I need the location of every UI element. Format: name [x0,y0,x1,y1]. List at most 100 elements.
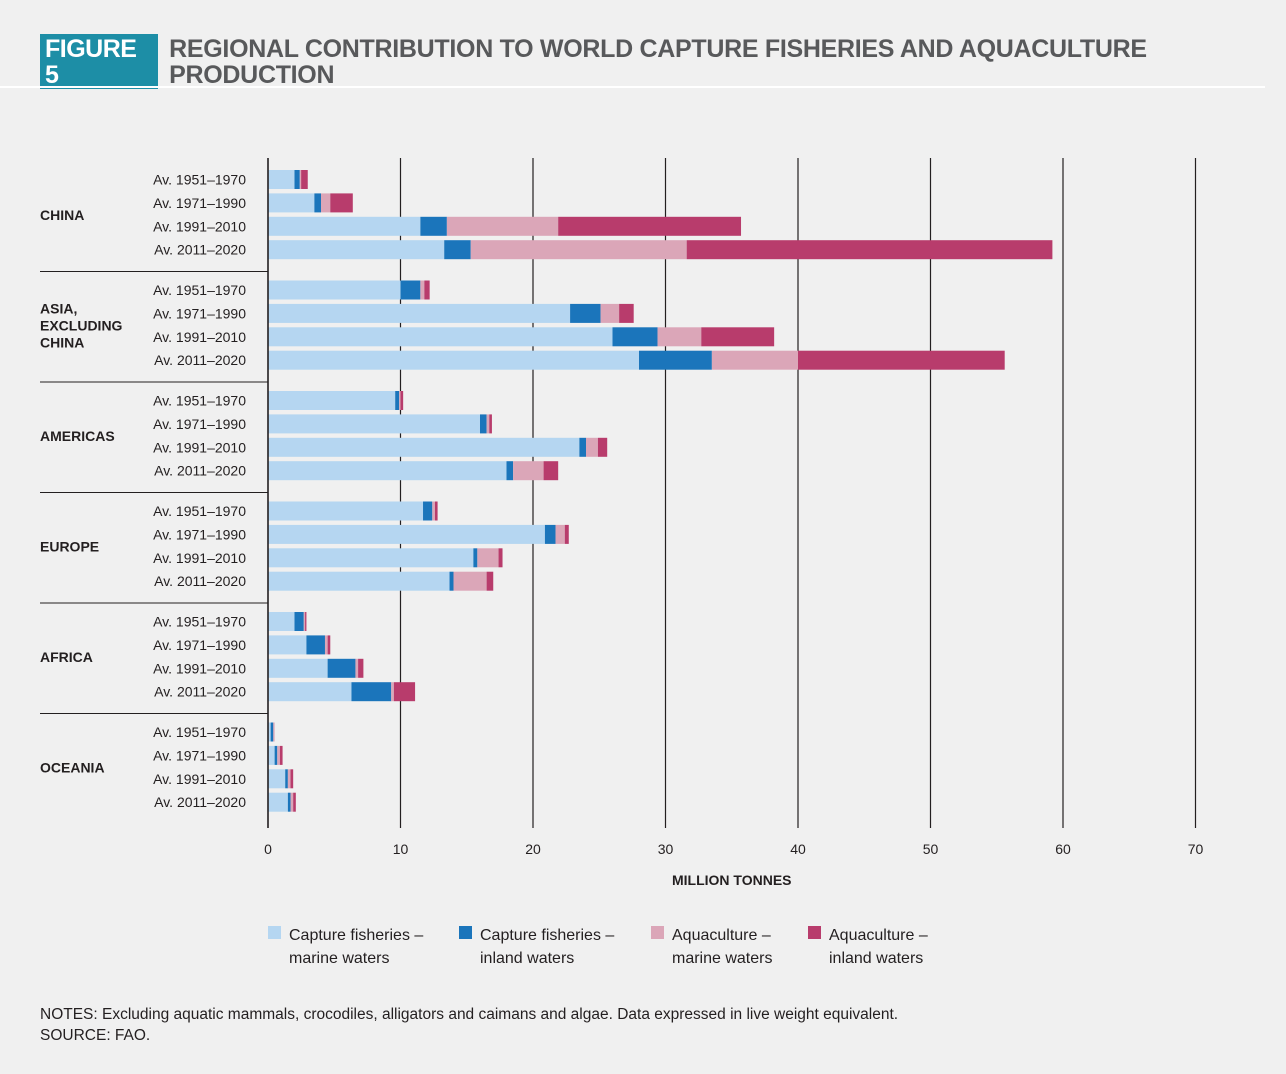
region-label: EUROPE [40,538,99,554]
bar-segment-capture-inland [306,635,325,655]
period-label: Av. 1971–1990 [153,747,246,763]
bar-segment-aquaculture-marine [420,280,425,300]
x-tick-label: 40 [790,841,806,857]
bar-segment-aquaculture-marine [273,722,275,742]
bar-segment-capture-inland [579,437,586,457]
bar-segment-aquaculture-inland [290,769,294,789]
bar-segment-aquaculture-marine [470,240,687,260]
bar-segment-aquaculture-inland [301,170,308,189]
period-label: Av. 1951–1970 [153,172,246,188]
bar-segment-capture-inland [449,571,454,591]
bar-segment-capture-marine [268,327,613,347]
bar-segment-aquaculture-marine [486,414,490,434]
bar-segment-aquaculture-marine [355,658,359,678]
bar-segment-capture-inland [274,745,278,765]
chart-notes: NOTES: Excluding aquatic mammals, crocod… [40,1004,898,1046]
period-label: Av. 2011–2020 [154,463,246,479]
bar-segment-aquaculture-inland [686,240,1053,260]
bar-segment-capture-marine [268,216,421,236]
bar-segment-aquaculture-inland [279,745,283,765]
bar-segment-aquaculture-inland [293,792,296,812]
period-label: Av. 1971–1990 [153,526,246,542]
legend-swatch-capture-inland [459,926,472,939]
bar-segment-capture-inland [639,350,712,370]
bar-segment-aquaculture-marine [324,635,328,655]
legend-label-aquaculture-inland: Aquaculture – inland waters [829,927,928,967]
bar-segment-aquaculture-marine [446,216,559,236]
x-tick-label: 70 [1188,841,1204,857]
legend-label-capture-inland: Capture fisheries – inland waters [480,927,615,967]
period-label: Av. 1991–2010 [153,771,246,787]
bar-segment-capture-marine [268,658,328,678]
period-label: Av. 1951–1970 [153,503,246,519]
figure-header: FIGURE 5 REGIONAL CONTRIBUTION TO WORLD … [40,34,1286,89]
period-label: Av. 1991–2010 [153,439,246,455]
bar-segment-aquaculture-inland [400,391,404,410]
bar-segment-capture-inland [420,216,447,236]
bar-segment-capture-marine [268,524,545,544]
legend-swatch-capture-marine [268,926,281,939]
bar-segment-aquaculture-marine [391,682,394,702]
bar-segment-capture-inland [294,612,304,631]
bar-segment-capture-marine [268,303,571,323]
bar-segment-aquaculture-marine [555,524,565,544]
bar-segment-aquaculture-marine [600,303,620,323]
bar-segment-capture-marine [268,745,275,765]
figure-title: REGIONAL CONTRIBUTION TO WORLD CAPTURE F… [169,34,1147,89]
bar-segment-capture-inland [480,414,487,434]
bar-segment-capture-marine [268,193,315,213]
period-label: Av. 1971–1990 [153,637,246,653]
period-label: Av. 2011–2020 [154,352,246,368]
stacked-bar-chart: 0 10 20 30 40 50 60 70 MILLION TONNES CHINA Av. 19… [40,158,1204,888]
bar-segment-aquaculture-marine [432,501,435,521]
bar-segment-aquaculture-inland [619,303,634,323]
bar-segment-capture-marine [268,635,307,655]
bar-segment-aquaculture-inland [305,612,307,631]
bar-segment-capture-inland [351,682,392,702]
bar-segment-capture-marine [268,391,396,410]
period-label: Av. 1971–1990 [153,416,246,432]
bar-segment-capture-inland [570,303,601,323]
bar-segment-capture-inland [506,461,514,481]
period-label: Av. 1951–1970 [153,614,246,630]
bar-segment-aquaculture-inland [564,524,569,544]
bar-segment-aquaculture-inland [358,658,364,678]
region-label: AFRICA [40,649,93,665]
bar-segment-capture-marine [268,170,295,189]
bar-segment-aquaculture-marine [321,193,331,213]
bar-segment-aquaculture-inland [543,461,559,481]
bar-segment-aquaculture-marine [303,612,306,631]
bar-segment-capture-inland [327,658,356,678]
bar-segment-capture-marine [268,414,480,434]
legend-label-aquaculture-marine: Aquaculture – marine waters [672,927,773,967]
region-label: ASIA, EXCLUDING CHINA [40,300,123,350]
bar-segment-capture-inland [444,240,471,260]
bar-segment-capture-inland [544,524,556,544]
period-label: Av. 1971–1990 [153,305,246,321]
bar-segment-capture-marine [268,548,474,568]
period-label: Av. 2011–2020 [154,573,246,589]
bar-segment-aquaculture-marine [453,571,487,591]
x-tick-label: 0 [264,841,272,857]
bar-segment-capture-marine [268,792,288,812]
region-label: AMERICAS [40,428,115,444]
period-label: Av. 2011–2020 [154,242,246,258]
x-tick-label: 10 [393,841,409,857]
legend-item-aquaculture-marine: Aquaculture – marine waters [651,924,808,970]
legend-item-aquaculture-inland: Aquaculture – inland waters [808,924,928,970]
bar-segment-capture-inland [314,193,321,213]
bar-segment-aquaculture-marine [477,548,499,568]
bar-segment-capture-inland [473,548,478,568]
bar-segment-aquaculture-inland [498,548,503,568]
chart-legend: Capture fisheries – marine waters Captur… [268,924,928,970]
bar-segment-capture-marine [268,437,580,457]
period-label: Av. 2011–2020 [154,684,246,700]
period-label: Av. 1991–2010 [153,550,246,566]
bar-segment-capture-marine [268,240,445,260]
period-label: Av. 1971–1990 [153,195,246,211]
bar-segment-capture-inland [294,170,300,189]
period-label: Av. 1951–1970 [153,393,246,409]
period-label: Av. 1951–1970 [153,282,246,298]
x-axis-title: MILLION TONNES [672,872,792,888]
bar-segment-aquaculture-marine [586,437,598,457]
